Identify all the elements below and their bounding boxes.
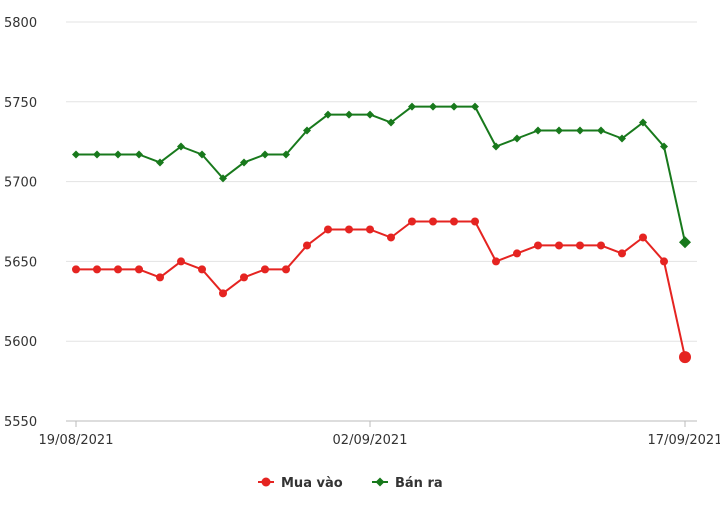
data-point[interactable] (660, 142, 668, 151)
data-point[interactable] (679, 236, 691, 249)
data-point[interactable] (303, 126, 311, 135)
data-point[interactable] (198, 150, 206, 159)
data-point[interactable] (408, 217, 416, 226)
data-point[interactable] (679, 351, 691, 364)
y-tick-label: 5600 (4, 335, 37, 350)
data-point[interactable] (618, 134, 626, 143)
data-point[interactable] (639, 118, 647, 127)
data-point[interactable] (177, 257, 185, 266)
x-tick-label: 19/08/2021 (39, 433, 114, 448)
data-point[interactable] (135, 150, 143, 159)
data-point[interactable] (555, 126, 563, 135)
data-point[interactable] (198, 265, 206, 274)
legend-item[interactable]: Bán ra (372, 476, 443, 491)
data-point[interactable] (597, 126, 605, 135)
x-tick-label: 17/09/2021 (648, 433, 720, 448)
data-point[interactable] (345, 110, 353, 119)
data-point[interactable] (114, 265, 122, 274)
y-tick-label: 5650 (4, 255, 37, 270)
data-point[interactable] (324, 110, 332, 119)
data-point[interactable] (72, 150, 80, 159)
legend[interactable]: Mua vào Bán ra (258, 476, 443, 491)
data-point[interactable] (282, 265, 290, 274)
series-line (76, 105, 686, 243)
data-point[interactable] (93, 265, 101, 274)
data-point[interactable] (534, 241, 542, 250)
data-point[interactable] (576, 241, 584, 250)
data-point[interactable] (345, 225, 353, 234)
data-point[interactable] (177, 142, 185, 151)
data-point[interactable] (366, 225, 374, 234)
data-point[interactable] (576, 126, 584, 135)
y-tick-label: 5550 (4, 415, 37, 430)
y-tick-label: 5700 (4, 176, 37, 191)
data-point[interactable] (156, 273, 164, 282)
legend-marker-circle (261, 477, 271, 487)
data-point[interactable] (492, 142, 500, 151)
data-point[interactable] (135, 265, 143, 274)
data-point[interactable] (534, 126, 542, 135)
legend-marker-diamond (375, 477, 385, 487)
data-point[interactable] (114, 150, 122, 159)
data-point[interactable] (597, 241, 605, 250)
data-point[interactable] (471, 102, 479, 111)
legend-item[interactable]: Mua vào (258, 476, 343, 491)
data-point[interactable] (303, 241, 311, 250)
data-point[interactable] (261, 265, 269, 274)
legend-label: Mua vào (281, 476, 343, 491)
data-point[interactable] (429, 217, 437, 226)
legend-label: Bán ra (395, 476, 443, 491)
data-point[interactable] (93, 150, 101, 159)
data-point[interactable] (450, 102, 458, 111)
data-point[interactable] (450, 217, 458, 226)
data-point[interactable] (492, 257, 500, 266)
data-point[interactable] (156, 158, 164, 167)
data-point[interactable] (324, 225, 332, 234)
y-axis-ticks: 5800 5750 5700 5650 5600 5550 (4, 16, 37, 430)
data-point[interactable] (429, 102, 437, 111)
data-point[interactable] (513, 249, 521, 258)
data-point[interactable] (618, 249, 626, 258)
data-point[interactable] (408, 102, 416, 111)
data-point[interactable] (261, 150, 269, 159)
data-point[interactable] (555, 241, 563, 250)
data-point[interactable] (639, 233, 647, 242)
data-point[interactable] (240, 158, 248, 167)
series-line (76, 220, 686, 358)
data-point[interactable] (72, 265, 80, 274)
data-point[interactable] (219, 174, 227, 183)
series-2 (72, 102, 691, 249)
series-1 (72, 217, 691, 364)
data-point[interactable] (219, 289, 227, 298)
data-point[interactable] (240, 273, 248, 282)
data-point[interactable] (513, 134, 521, 143)
series-layer (72, 102, 691, 364)
x-axis: 19/08/2021 02/09/2021 17/09/2021 (39, 421, 720, 448)
y-tick-label: 5750 (4, 96, 37, 111)
data-point[interactable] (660, 257, 668, 266)
data-point[interactable] (471, 217, 479, 226)
y-tick-label: 5800 (4, 16, 37, 31)
data-point[interactable] (387, 118, 395, 127)
data-point[interactable] (366, 110, 374, 119)
data-point[interactable] (282, 150, 290, 159)
grid-lines (66, 21, 697, 422)
data-point[interactable] (387, 233, 395, 242)
x-tick-label: 02/09/2021 (333, 433, 408, 448)
